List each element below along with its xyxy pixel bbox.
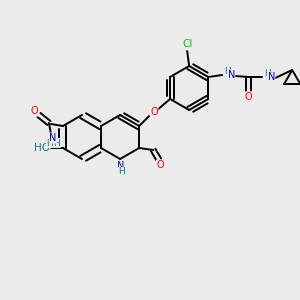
Text: N: N — [268, 72, 275, 82]
Text: O: O — [30, 106, 38, 116]
Text: N: N — [49, 133, 57, 143]
Text: H: H — [54, 139, 60, 148]
Text: H: H — [264, 68, 271, 77]
Text: O: O — [150, 107, 158, 117]
Text: HO: HO — [34, 143, 50, 153]
Text: H: H — [118, 167, 124, 176]
Text: O: O — [244, 92, 252, 102]
Text: N: N — [117, 161, 125, 171]
Text: N: N — [227, 70, 235, 80]
Text: O: O — [156, 160, 164, 170]
Text: Cl: Cl — [182, 39, 192, 49]
Text: H: H — [46, 139, 53, 148]
Text: H: H — [224, 67, 231, 76]
